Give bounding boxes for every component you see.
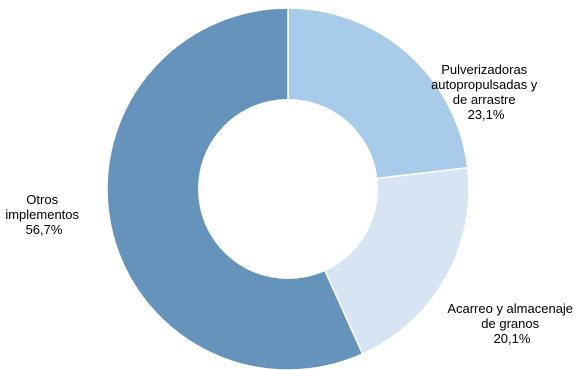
slice-label-acarreo-line-1: Acarreo y almacenaje [447, 301, 573, 316]
slice-value-pulverizadoras: 23,1% [468, 107, 505, 122]
slice-label-otros: Otros implementos 56,7% [5, 192, 82, 237]
slice-label-acarreo-line-2: de granos [481, 316, 539, 331]
slice-label-pulverizadoras: Pulverizadoras autopropulsadas y de arra… [431, 62, 541, 122]
slice-label-acarreo: Acarreo y almacenaje de granos 20,1% [447, 301, 576, 346]
slice-label-otros-line-1: Otros [26, 192, 58, 207]
slice-label-pulverizadoras-line-2: autopropulsadas y [431, 77, 538, 92]
donut-hole [198, 99, 378, 279]
slice-label-pulverizadoras-line-3: de arrastre [453, 92, 516, 107]
slice-label-otros-line-2: implementos [5, 207, 79, 222]
slice-value-otros: 56,7% [26, 222, 63, 237]
slice-label-pulverizadoras-line-1: Pulverizadoras [441, 62, 527, 77]
slice-value-acarreo: 20,1% [494, 331, 531, 346]
